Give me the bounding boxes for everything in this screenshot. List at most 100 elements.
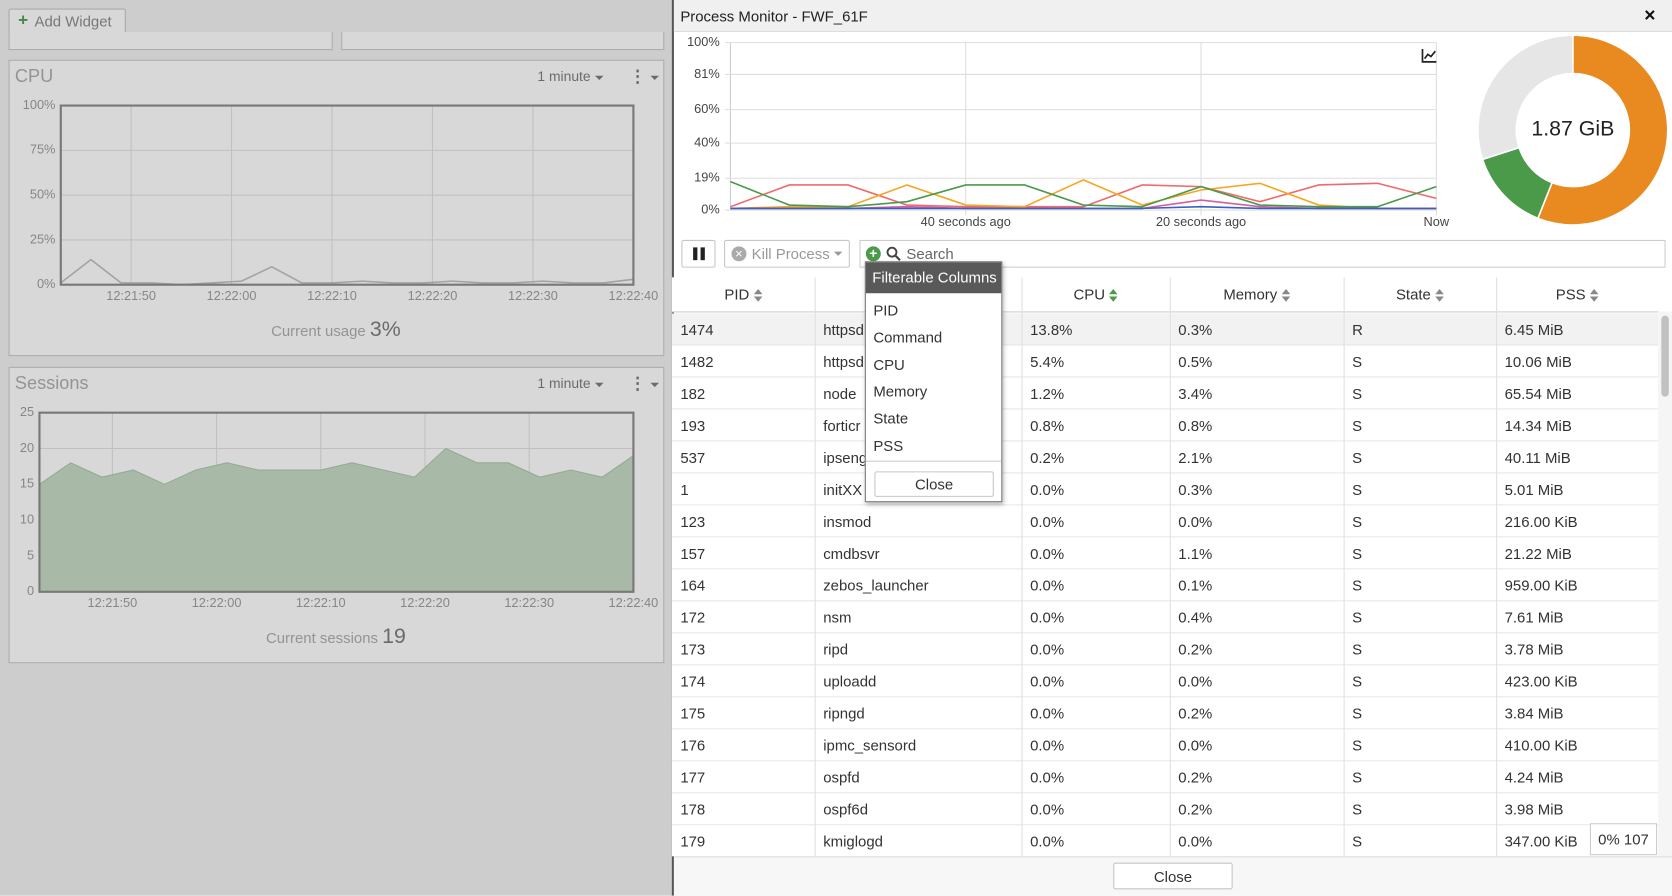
close-button[interactable]: Close bbox=[1113, 862, 1233, 890]
table-cell: 1482 bbox=[680, 352, 714, 371]
sort-icon bbox=[1589, 289, 1599, 303]
y-tick-label: 40% bbox=[694, 134, 720, 149]
table-cell: 0.0% bbox=[1030, 768, 1065, 786]
modal-backdrop bbox=[0, 0, 672, 896]
plot-frame bbox=[59, 104, 635, 286]
y-tick-label: 15 bbox=[20, 476, 34, 491]
table-cell: 959.00 KiB bbox=[1504, 576, 1578, 594]
x-tick-label: 12:22:20 bbox=[408, 288, 458, 303]
table-cell: S bbox=[1352, 800, 1363, 818]
scroll-thumb[interactable] bbox=[1661, 315, 1669, 397]
table-cell: 10.06 MiB bbox=[1504, 352, 1572, 371]
table-cell: 21.22 MiB bbox=[1504, 544, 1572, 562]
popup-item[interactable]: PID bbox=[873, 301, 899, 319]
table-cell: 3.98 MiB bbox=[1504, 800, 1564, 818]
table-row[interactable]: 1 initXX 0.0% 0.3% S 5.01 MiB bbox=[671, 473, 1659, 506]
table-row[interactable]: 177 ospfd 0.0% 0.2% S 4.24 MiB bbox=[671, 761, 1659, 794]
table-row[interactable]: 179 kmiglogd 0.0% 0.0% S 347.00 KiB bbox=[671, 825, 1659, 857]
table-cell: 5.4% bbox=[1030, 352, 1065, 371]
interval-dropdown[interactable]: 1 minute bbox=[537, 68, 604, 85]
popup-item[interactable]: CPU bbox=[873, 355, 905, 373]
table-cell: 0.0% bbox=[1178, 832, 1213, 850]
column-header[interactable]: CPU bbox=[1022, 277, 1170, 311]
table-cell: 0.0% bbox=[1030, 512, 1065, 530]
column-header[interactable]: Memory bbox=[1170, 277, 1344, 311]
table-row[interactable]: 178 ospf6d 0.0% 0.2% S 3.98 MiB bbox=[671, 793, 1659, 826]
table-row[interactable]: 175 ripngd 0.0% 0.2% S 3.84 MiB bbox=[671, 697, 1659, 730]
table-cell: 0.2% bbox=[1178, 704, 1213, 722]
widget-stub bbox=[341, 31, 665, 51]
pause-button[interactable] bbox=[681, 239, 716, 268]
column-header[interactable]: PID bbox=[672, 277, 815, 311]
column-divider bbox=[1021, 277, 1023, 857]
table-row[interactable]: 164 zebos_launcher 0.0% 0.1% S 959.00 KiB bbox=[671, 569, 1659, 602]
table-cell: 0.2% bbox=[1178, 768, 1213, 786]
table-cell: 40.11 MiB bbox=[1504, 448, 1571, 466]
table-cell: 0.0% bbox=[1178, 736, 1213, 754]
table-header: PID CPU Memory State PSS bbox=[671, 277, 1659, 313]
table-row[interactable]: 176 ipmc_sensord 0.0% 0.0% S 410.00 KiB bbox=[671, 729, 1659, 762]
table-cell: 164 bbox=[680, 576, 706, 594]
table-row[interactable]: 193 forticr 0.8% 0.8% S 14.34 MiB bbox=[671, 409, 1659, 442]
table-row[interactable]: 123 insmod 0.0% 0.0% S 216.00 KiB bbox=[671, 505, 1659, 538]
popup-item[interactable]: State bbox=[873, 409, 909, 427]
y-tick-label: 60% bbox=[694, 101, 720, 116]
x-tick-label: 12:22:30 bbox=[508, 288, 558, 303]
table-cell: zebos_launcher bbox=[823, 576, 929, 594]
add-widget-button[interactable]: + Add Widget bbox=[8, 8, 126, 35]
table-cell: initXX bbox=[823, 480, 863, 498]
widget-menu[interactable]: ⋮ bbox=[629, 373, 659, 394]
widget-title: Sessions bbox=[14, 373, 89, 394]
table-row[interactable]: 1482 httpsd 5.4% 0.5% S 10.06 MiB bbox=[671, 345, 1659, 378]
table-row[interactable]: 537 ipseng 0.2% 2.1% S 40.11 MiB bbox=[671, 441, 1659, 474]
table-row[interactable]: 157 cmdbsvr 0.0% 1.1% S 21.22 MiB bbox=[671, 537, 1659, 570]
table-cell: 0.0% bbox=[1178, 512, 1213, 530]
add-widget-label: Add Widget bbox=[34, 12, 112, 30]
table-cell: S bbox=[1352, 608, 1363, 626]
add-filter-icon[interactable]: + bbox=[865, 246, 881, 262]
table-cell: cmdbsvr bbox=[823, 544, 880, 562]
column-header[interactable]: State bbox=[1344, 277, 1496, 311]
column-divider bbox=[1343, 277, 1345, 857]
interval-label: 1 minute bbox=[537, 68, 591, 85]
donut-segment bbox=[1481, 146, 1554, 220]
table-cell: 172 bbox=[680, 608, 706, 626]
close-icon[interactable]: × bbox=[1644, 4, 1656, 26]
popup-item[interactable]: Memory bbox=[873, 382, 928, 400]
popup-close-button[interactable]: Close bbox=[874, 471, 994, 497]
table-cell: 177 bbox=[680, 768, 706, 786]
table-cell: S bbox=[1352, 768, 1363, 786]
column-header[interactable]: PSS bbox=[1496, 277, 1658, 311]
table-cell: 4.24 MiB bbox=[1504, 768, 1564, 786]
table-row[interactable]: 173 ripd 0.0% 0.2% S 3.78 MiB bbox=[671, 633, 1659, 666]
sort-icon bbox=[753, 289, 763, 303]
table-cell: 65.54 MiB bbox=[1504, 384, 1572, 403]
kill-label: Kill Process bbox=[751, 245, 830, 263]
popup-item[interactable]: PSS bbox=[873, 436, 904, 454]
table-cell: 174 bbox=[680, 672, 706, 690]
table-cell: 175 bbox=[680, 704, 706, 722]
table-cell: S bbox=[1352, 384, 1363, 403]
table-row[interactable]: 1474 httpsd 13.8% 0.3% R 6.45 MiB bbox=[671, 313, 1659, 346]
table-cell: 2.1% bbox=[1178, 448, 1213, 466]
kill-process-button[interactable]: × Kill Process bbox=[724, 239, 850, 268]
x-tick-label: 12:21:50 bbox=[106, 288, 156, 303]
table-row[interactable]: 174 uploadd 0.0% 0.0% S 423.00 KiB bbox=[671, 665, 1659, 698]
table-cell: ripd bbox=[823, 640, 849, 658]
x-tick-label: Now bbox=[1424, 214, 1450, 229]
column-header-label: PID bbox=[724, 285, 750, 303]
usage-value: 3% bbox=[369, 317, 401, 342]
x-tick-label: 12:22:40 bbox=[609, 288, 659, 303]
interval-dropdown[interactable]: 1 minute bbox=[537, 375, 604, 391]
popup-item[interactable]: Command bbox=[873, 328, 943, 346]
table-cell: nsm bbox=[823, 608, 852, 626]
column-divider bbox=[1496, 277, 1498, 857]
column-divider bbox=[1169, 277, 1171, 857]
y-tick-label: 0 bbox=[27, 583, 34, 598]
table-row[interactable]: 172 nsm 0.0% 0.4% S 7.61 MiB bbox=[671, 601, 1659, 634]
table-row[interactable]: 182 node 1.2% 3.4% S 65.54 MiB bbox=[671, 377, 1659, 410]
widget-menu[interactable]: ⋮ bbox=[629, 66, 659, 87]
y-tick-label: 20 bbox=[20, 440, 34, 455]
table-cell: S bbox=[1352, 576, 1363, 594]
table-cell: S bbox=[1352, 736, 1363, 754]
